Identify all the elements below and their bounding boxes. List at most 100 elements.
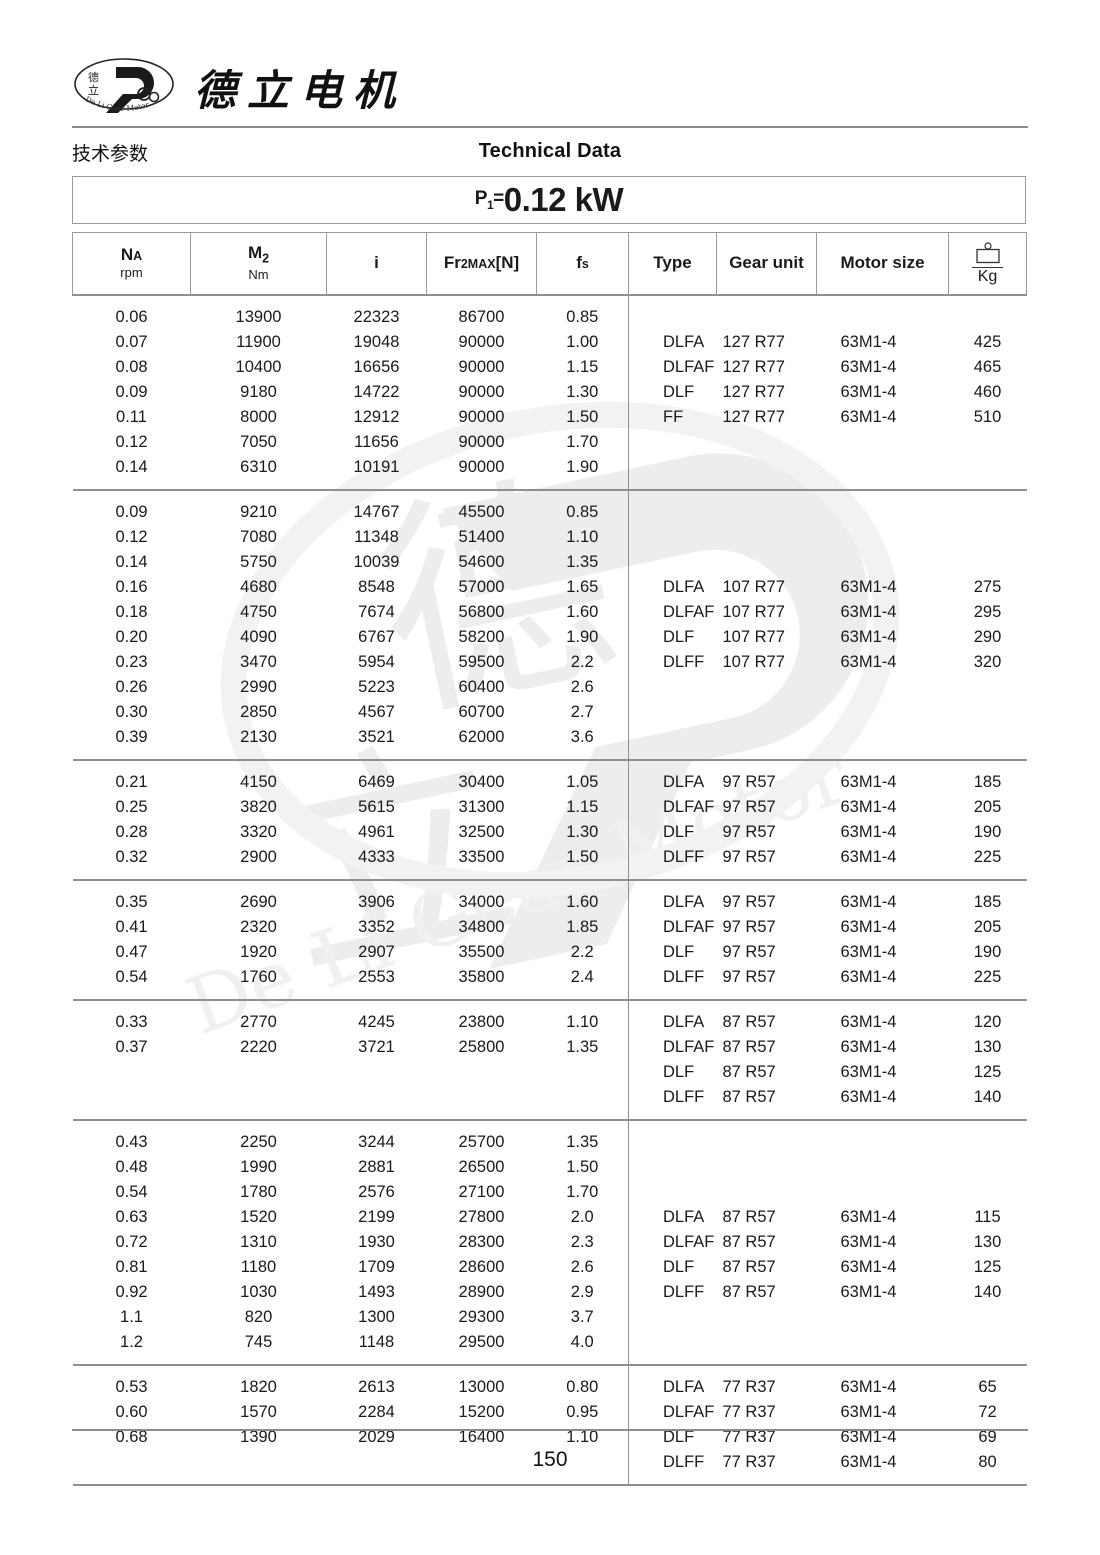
column-header-i: i xyxy=(326,232,427,295)
cell-gear-unit: 77 R37 xyxy=(722,1402,776,1421)
cell-motor-size xyxy=(817,455,949,480)
cell-type: DLFA xyxy=(628,329,717,355)
cell-m2: 4750 xyxy=(240,602,277,621)
cell-weight: 225 xyxy=(973,967,1002,986)
cell-gear-unit xyxy=(717,430,817,455)
cell-type: DLFF xyxy=(628,844,717,870)
logo-cn-bottom: 立 xyxy=(88,83,99,97)
cell-motor-size: 63M1-4 xyxy=(840,627,897,646)
cell-fs: 1.05 xyxy=(566,772,599,791)
table-row: 0.32 2900 4333 33500 1.50 DLFF 97 R57 63M1-4 225 xyxy=(73,844,1027,870)
cell-m2: 1520 xyxy=(240,1207,277,1226)
cell-i: 2907 xyxy=(358,942,395,961)
cell-gear-unit: 87 R57 xyxy=(722,1282,776,1301)
cell-m2: 1180 xyxy=(240,1257,277,1276)
cell-motor-size xyxy=(817,430,949,455)
group-gap-left xyxy=(73,1001,629,1010)
cell-fs: 1.10 xyxy=(566,1012,599,1031)
cell-weight: 185 xyxy=(973,772,1002,791)
cell-weight: 65 xyxy=(978,1377,997,1396)
table-row: 0.28 3320 4961 32500 1.30 DLF 97 R57 63M1-4 190 xyxy=(73,819,1027,845)
cell-na: 0.72 xyxy=(115,1232,148,1251)
cell-motor-size: 63M1-4 xyxy=(840,1282,897,1301)
group-gap-bottom xyxy=(73,989,1027,1000)
table-row: 0.06 13900 22323 86700 0.85 xyxy=(73,304,1027,330)
logo-ellipse xyxy=(74,58,174,110)
cell-i: 1930 xyxy=(358,1232,395,1251)
cell-i: 10191 xyxy=(353,457,400,476)
cell-m2: 1760 xyxy=(240,967,277,986)
table-row: 0.12 7080 11348 51400 1.10 xyxy=(73,524,1027,550)
cell-m2: 4680 xyxy=(240,577,277,596)
cell-i: 5615 xyxy=(358,797,395,816)
cell-i: 5223 xyxy=(358,677,395,696)
group-gap-left xyxy=(73,296,629,305)
cell-type xyxy=(628,499,717,525)
cell-type: DLFA xyxy=(628,769,717,795)
cell-m2: 3470 xyxy=(240,652,277,671)
group-gap-bottom xyxy=(73,869,1027,880)
group-gap-bottom-left xyxy=(73,1355,629,1365)
cell-motor-size xyxy=(817,550,949,575)
cell-motor-size: 63M1-4 xyxy=(840,797,897,816)
cell-gear-unit: 107 R77 xyxy=(722,627,785,646)
cell-motor-size: 63M1-4 xyxy=(840,577,897,596)
cell-na: 0.23 xyxy=(115,652,148,671)
cell-m2: 2690 xyxy=(240,892,277,911)
fr-suffix: [N] xyxy=(495,253,520,273)
cell-type xyxy=(628,699,717,725)
cell-na: 0.92 xyxy=(115,1282,148,1301)
cell-fr2max: 86700 xyxy=(458,307,505,326)
table-row: 0.08 10400 16656 90000 1.15 DLFAF 127 R77 63M1-… xyxy=(73,354,1027,380)
cell-type xyxy=(628,549,717,575)
cell-i: 2613 xyxy=(358,1377,395,1396)
cell-type: DLFF xyxy=(628,1449,717,1475)
cell-gear-unit: 77 R37 xyxy=(722,1427,776,1446)
cell-i: 3721 xyxy=(358,1037,395,1056)
power-value: 0.12 kW xyxy=(503,181,624,218)
cell-fr2max: 59500 xyxy=(458,652,505,671)
cell-motor-size: 63M1-4 xyxy=(840,332,897,351)
cell-i: 1493 xyxy=(358,1282,395,1301)
cell-i: 3906 xyxy=(358,892,395,911)
cell-gear-unit: 97 R57 xyxy=(722,847,776,866)
cell-weight: 320 xyxy=(973,652,1002,671)
gear-unit-label: Gear unit xyxy=(729,253,804,273)
cell-motor-size: 63M1-4 xyxy=(840,1452,897,1471)
group-gap-right xyxy=(628,1000,1027,1010)
group-gap-bottom-left xyxy=(73,870,629,880)
cell-m2: 1920 xyxy=(240,942,277,961)
cell-motor-size xyxy=(817,675,949,700)
cell-gear-unit: 127 R77 xyxy=(722,407,785,426)
group-gap-left xyxy=(73,761,629,770)
group-gap xyxy=(73,880,1027,890)
column-header-weight: Kg xyxy=(948,232,1027,295)
cell-m2: 820 xyxy=(244,1307,273,1326)
cell-na: 0.39 xyxy=(115,727,148,746)
cell-fr2max: 90000 xyxy=(458,432,505,451)
cell-gear-unit: 87 R57 xyxy=(722,1087,776,1106)
cell-fs xyxy=(537,1085,629,1110)
group-gap-bottom-right xyxy=(628,479,1027,490)
cell-gear-unit xyxy=(717,550,817,575)
cell-fr2max: 62000 xyxy=(458,727,505,746)
cell-na xyxy=(73,1060,191,1085)
header-rule xyxy=(72,126,1028,128)
table-row: 0.26 2990 5223 60400 2.6 xyxy=(73,674,1027,700)
cell-m2: 4090 xyxy=(240,627,277,646)
cell-gear-unit: 87 R57 xyxy=(722,1012,776,1031)
cell-m2: 2220 xyxy=(240,1037,277,1056)
cell-i: 4961 xyxy=(358,822,395,841)
cell-m2: 2130 xyxy=(240,727,277,746)
cell-i: 1148 xyxy=(358,1332,395,1351)
cell-fr2max: 90000 xyxy=(458,382,505,401)
cell-motor-size: 63M1-4 xyxy=(840,967,897,986)
table-row: 0.53 1820 2613 13000 0.80 DLFA 77 R37 63M1-4 65 xyxy=(73,1374,1027,1400)
cell-fr2max: 27800 xyxy=(458,1207,505,1226)
group-gap-bottom-left xyxy=(73,990,629,1000)
cell-m2: 3320 xyxy=(240,822,277,841)
cell-fr2max: 90000 xyxy=(458,457,505,476)
cell-weight: 275 xyxy=(973,577,1002,596)
cell-type: DLFA xyxy=(628,1204,717,1230)
table-row: 0.07 11900 19048 90000 1.00 DLFA 127 R77 63M1-4… xyxy=(73,329,1027,355)
